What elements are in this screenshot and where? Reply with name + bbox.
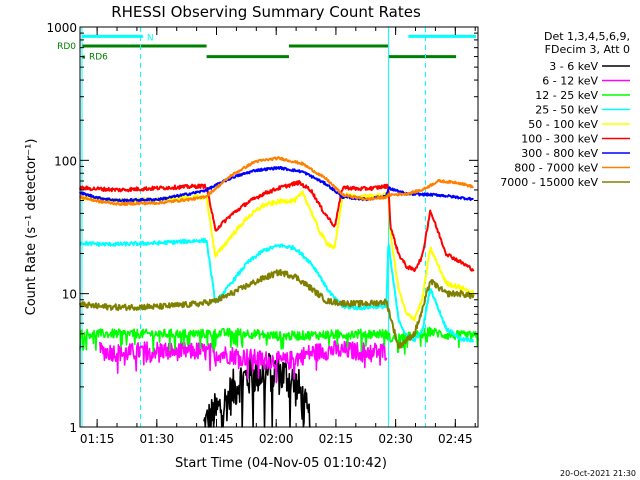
flag-label-n: N xyxy=(147,33,154,43)
x-axis-ticks: 01:15 01:30 01:45 02:00 02:15 02:30 02:45 xyxy=(80,27,476,446)
legend-label-5: 100 - 300 keV xyxy=(521,133,598,146)
series-line-1 xyxy=(99,340,388,384)
series-line-5 xyxy=(79,179,475,273)
x-axis-label: Start Time (04-Nov-05 01:10:42) xyxy=(175,456,387,471)
legend-header-line-1: Det 1,3,4,5,6,9, xyxy=(544,30,630,43)
x-tick-label-2: 01:45 xyxy=(199,432,234,446)
legend-label-0: 3 - 6 keV xyxy=(549,60,598,73)
legend-label-3: 25 - 50 keV xyxy=(535,104,598,117)
legend-label-1: 6 - 12 keV xyxy=(542,75,598,88)
attenuator-vlines xyxy=(81,27,426,427)
series-lines xyxy=(79,156,479,428)
x-tick-label-1: 01:30 xyxy=(140,432,175,446)
x-tick-label-5: 02:30 xyxy=(378,432,413,446)
plot-timestamp: 20-Oct-2021 21:30 xyxy=(560,469,636,478)
y-tick-label-2: 100 xyxy=(54,154,77,168)
legend-label-2: 12 - 25 keV xyxy=(535,89,598,102)
chart-title: RHESSI Observing Summary Count Rates xyxy=(111,3,421,21)
y-tick-label-1: 10 xyxy=(62,288,77,302)
legend-label-7: 800 - 7000 keV xyxy=(514,162,598,175)
x-tick-label-3: 02:00 xyxy=(259,432,294,446)
legend-label-6: 300 - 800 keV xyxy=(521,147,598,160)
y-axis-label: Count Rate (s⁻¹ detector⁻¹) xyxy=(24,139,39,316)
x-tick-label-6: 02:45 xyxy=(438,432,473,446)
x-tick-label-4: 02:15 xyxy=(319,432,354,446)
series-line-0 xyxy=(203,352,311,428)
flag-label-rd0: RD0 xyxy=(57,42,76,52)
x-tick-label-0: 01:15 xyxy=(80,432,115,446)
legend-header-line-2: FDecim 3, Att 0 xyxy=(545,43,630,56)
y-axis-ticks: 1 10 100 1000 xyxy=(46,21,478,435)
plot-frame xyxy=(79,26,479,428)
series-line-8 xyxy=(79,268,475,350)
y-tick-label-0: 1 xyxy=(69,421,77,435)
legend-label-4: 50 - 100 keV xyxy=(528,118,598,131)
flag-label-rd6: RD6 xyxy=(89,53,108,63)
legend-label-8: 7000 - 15000 keV xyxy=(500,176,598,189)
y-tick-label-3: 1000 xyxy=(46,21,77,35)
flag-bars: N RD0 RD6 xyxy=(57,33,477,63)
series-line-7 xyxy=(79,156,475,207)
